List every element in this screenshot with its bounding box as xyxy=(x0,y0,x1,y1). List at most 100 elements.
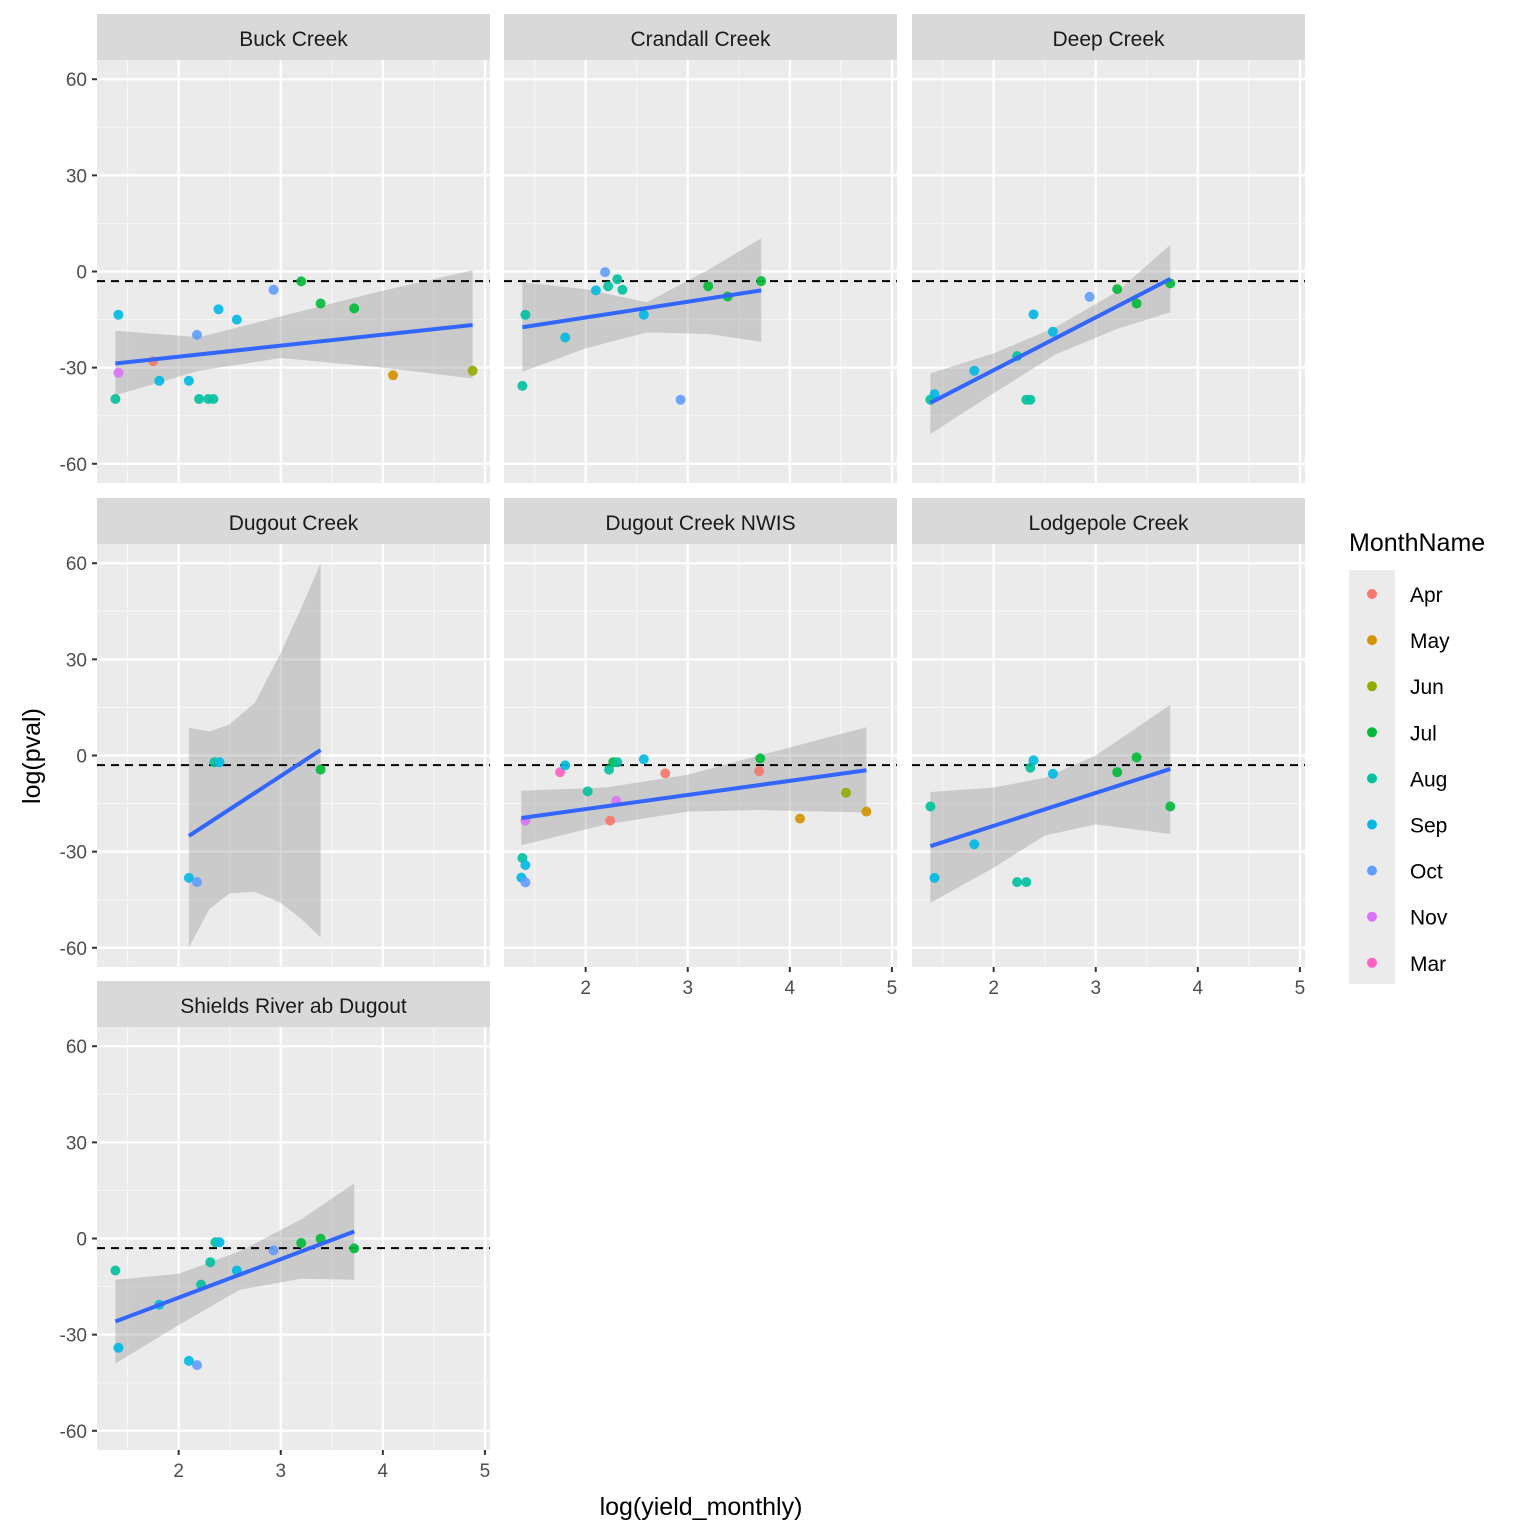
data-point-aug xyxy=(520,309,531,320)
data-point-jun xyxy=(841,787,851,798)
legend-key-apr xyxy=(1367,589,1377,599)
data-point-aug xyxy=(617,284,628,295)
legend-title: MonthName xyxy=(1349,529,1485,557)
data-point-sep xyxy=(183,375,194,386)
legend-key-jun xyxy=(1367,681,1377,692)
plot-area xyxy=(97,1183,490,1371)
strip-background xyxy=(504,498,897,544)
legend-label: Mar xyxy=(1410,953,1446,976)
data-point-sep xyxy=(183,1355,194,1366)
data-point-sep xyxy=(638,754,649,765)
data-point-jul xyxy=(296,1238,307,1248)
data-point-may xyxy=(861,806,872,817)
data-point-sep xyxy=(113,1342,124,1353)
data-point-aug xyxy=(603,281,614,292)
regression-line xyxy=(115,323,473,366)
x-tick-label: 5 xyxy=(887,978,898,999)
strip-background xyxy=(97,14,490,60)
x-tick-label: 5 xyxy=(480,1461,491,1482)
panel-dugout-creek: Dugout Creek -60 -30 0 30 60 xyxy=(60,498,490,967)
legend-key-mar xyxy=(1367,957,1377,968)
regression-line xyxy=(187,748,322,838)
panel-lodgepole-creek: Lodgepole Creek 2 3 4 5 xyxy=(912,498,1305,999)
x-tick-label: 4 xyxy=(378,1461,389,1482)
strip-background xyxy=(912,14,1305,60)
regression-line xyxy=(114,1229,355,1324)
regression-line xyxy=(521,768,867,820)
data-point-oct xyxy=(192,329,202,340)
y-tick-label: 60 xyxy=(66,554,87,575)
data-point-jul xyxy=(1131,298,1142,309)
legend-label: Nov xyxy=(1410,907,1448,930)
y-tick-label: -30 xyxy=(60,1326,87,1347)
strip-label: Dugout Creek xyxy=(229,512,359,535)
y-tick-label: 0 xyxy=(76,747,87,768)
legend-label: Aug xyxy=(1410,768,1447,791)
y-tick-label: 0 xyxy=(76,263,87,284)
panel-crandall-creek: Crandall Creek xyxy=(504,14,897,483)
x-tick-label: 4 xyxy=(785,978,796,999)
data-point-jul xyxy=(349,1243,360,1254)
data-point-jul xyxy=(315,298,326,309)
data-point-may xyxy=(795,813,805,824)
strip-background xyxy=(504,14,897,60)
confidence-band xyxy=(930,704,1171,903)
data-point-oct xyxy=(268,284,279,295)
data-point-sep xyxy=(154,375,165,386)
data-point-aug xyxy=(517,380,528,391)
data-point-sep xyxy=(183,872,194,883)
strip-label: Crandall Creek xyxy=(630,28,771,51)
data-point-oct xyxy=(192,877,202,888)
legend-label: Oct xyxy=(1410,861,1443,884)
confidence-band xyxy=(522,238,762,372)
data-point-aug xyxy=(110,394,121,404)
regression-line xyxy=(929,277,1172,405)
legend-label: Apr xyxy=(1410,584,1443,607)
data-point-oct xyxy=(192,1360,202,1371)
strip-label: Buck Creek xyxy=(239,28,348,51)
x-tick-label: 4 xyxy=(1193,978,1204,999)
strip-background xyxy=(97,981,490,1027)
y-tick-label: -60 xyxy=(60,939,87,960)
y-tick-label: 0 xyxy=(76,1230,87,1251)
strip-label: Dugout Creek NWIS xyxy=(605,512,795,535)
y-tick-label: 60 xyxy=(66,70,87,91)
data-point-aug xyxy=(612,274,623,285)
x-tick-label: 5 xyxy=(1295,978,1306,999)
y-tick-label: -60 xyxy=(60,455,87,476)
data-point-aug xyxy=(1012,877,1023,888)
data-point-jul xyxy=(1112,767,1123,778)
y-axis-title: log(pval) xyxy=(18,708,46,804)
data-point-sep xyxy=(1047,326,1058,337)
plot-area xyxy=(912,704,1305,903)
y-tick-label: -60 xyxy=(60,1422,87,1443)
legend-key-sep xyxy=(1367,819,1377,830)
x-tick-label: 3 xyxy=(682,978,693,999)
data-point-aug xyxy=(582,786,593,797)
data-point-mar xyxy=(555,767,566,778)
x-tick-label: 2 xyxy=(173,1461,184,1482)
legend-label: Jul xyxy=(1410,722,1437,745)
panel-buck-creek: Buck Creek -60 -30 0 30 60 xyxy=(60,14,490,483)
data-point-jul xyxy=(755,753,766,764)
data-point-sep xyxy=(560,760,571,771)
plot-area xyxy=(97,270,490,404)
data-point-oct xyxy=(600,267,611,278)
data-point-sep xyxy=(113,309,124,320)
data-point-jul xyxy=(349,303,360,314)
plot-area xyxy=(97,563,490,948)
panel-dugout-creek-nwis: Dugout Creek NWIS 2 3 4 5 xyxy=(504,498,897,999)
legend: MonthName Apr May Jun Jul Aug Sep Oct Nov Mar xyxy=(1349,529,1485,984)
confidence-band xyxy=(188,563,321,948)
strip-background xyxy=(912,498,1305,544)
x-tick-label: 3 xyxy=(275,1461,286,1482)
data-point-sep xyxy=(929,389,940,400)
strip-background xyxy=(97,498,490,544)
data-point-jun xyxy=(467,365,478,376)
data-point-jul xyxy=(1112,284,1123,295)
regression-line xyxy=(522,288,762,330)
y-tick-label: 60 xyxy=(66,1037,87,1058)
y-tick-label: -30 xyxy=(60,359,87,380)
